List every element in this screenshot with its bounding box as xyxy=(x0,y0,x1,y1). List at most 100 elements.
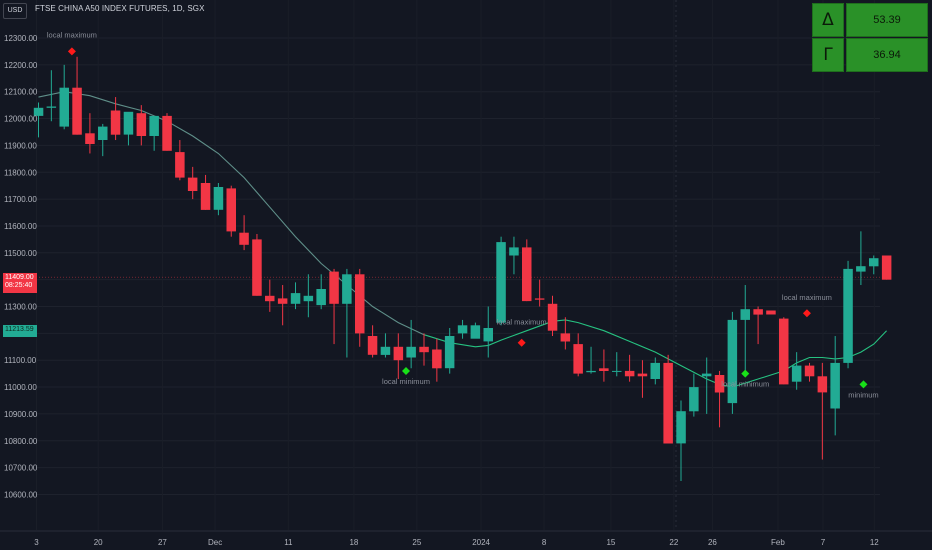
x-tick-label: 27 xyxy=(158,538,167,547)
local-maximum-marker xyxy=(802,309,811,318)
y-tick-label: 12200.00 xyxy=(4,61,38,70)
last-price-value: 11409.00 xyxy=(5,274,34,281)
candle-body xyxy=(187,177,198,191)
candle-body xyxy=(367,336,378,355)
x-tick-label: 25 xyxy=(412,538,421,547)
time-axis[interactable]: 3 20 27 Dec 11 18 25 2024 8 15 22 26 Feb 7 12 xyxy=(34,538,879,547)
x-tick-label: 18 xyxy=(349,538,358,547)
extrema-markers: local maximum local minimum local maximum l… xyxy=(47,30,879,399)
candle-body xyxy=(586,370,596,373)
grid-lines xyxy=(0,0,932,532)
price-axis[interactable]: 12300.00 12200.00 12100.00 12000.00 11900.00… xyxy=(4,34,38,499)
candle-body xyxy=(265,295,275,302)
candle-body xyxy=(252,239,262,296)
candle-body xyxy=(46,106,57,108)
candle-body xyxy=(329,271,339,304)
candle-body xyxy=(573,344,583,374)
candle-body xyxy=(637,373,648,377)
candle-body xyxy=(727,319,738,404)
candle-body xyxy=(547,303,558,331)
local-minimum-marker xyxy=(859,380,868,389)
candle-body xyxy=(701,373,712,377)
candle-body xyxy=(444,336,455,369)
marker-label: local minimum xyxy=(721,380,769,389)
candle-body xyxy=(59,87,69,127)
x-tick-label: Dec xyxy=(208,538,222,547)
candle-body xyxy=(612,370,622,372)
candle-body xyxy=(470,325,481,339)
delta-value: 53.39 xyxy=(846,3,928,37)
gamma-symbol: Γ xyxy=(812,38,844,72)
candle-body xyxy=(830,362,840,409)
y-tick-label: 11100.00 xyxy=(4,356,37,365)
candle-body xyxy=(522,247,532,302)
candle-body xyxy=(689,387,699,412)
local-maximum-marker xyxy=(517,338,526,347)
candle-body xyxy=(766,310,776,315)
last-price-tag: 11409.00 08:25:40 xyxy=(3,273,37,293)
candle-body xyxy=(881,255,892,280)
x-tick-label: 20 xyxy=(94,538,103,547)
x-tick-label: 15 xyxy=(606,538,615,547)
candle-body xyxy=(72,87,82,135)
candle-body xyxy=(791,365,802,382)
candle-body xyxy=(740,309,750,320)
x-tick-label: 8 xyxy=(542,538,547,547)
candles xyxy=(33,56,892,482)
candle-body xyxy=(843,268,853,363)
candle-body xyxy=(123,111,134,135)
candle-body xyxy=(316,289,326,306)
candle-body xyxy=(496,242,506,323)
candle-body xyxy=(162,115,172,151)
symbol-title: FTSE CHINA A50 INDEX FUTURES, 1D, SGX xyxy=(35,4,205,13)
y-tick-label: 11600.00 xyxy=(4,222,37,231)
candle-body xyxy=(239,232,249,245)
candle-body xyxy=(432,349,442,369)
candle-body xyxy=(406,346,416,358)
candle-body xyxy=(355,274,365,334)
candle-body xyxy=(560,333,571,342)
candle-body xyxy=(110,110,121,135)
candle-body xyxy=(175,152,185,178)
delta-symbol: Δ xyxy=(812,3,844,37)
y-tick-label: 10900.00 xyxy=(4,410,38,419)
local-minimum-marker xyxy=(402,366,411,375)
candle-body xyxy=(85,133,95,144)
candle-body xyxy=(753,309,763,315)
marker-label: local maximum xyxy=(47,30,97,39)
y-tick-label: 11000.00 xyxy=(4,383,37,392)
candle-body xyxy=(714,375,725,393)
candle-body xyxy=(663,362,673,444)
y-tick-label: 11300.00 xyxy=(4,303,37,312)
candle-body xyxy=(226,188,236,232)
candle-body xyxy=(200,183,211,210)
y-tick-label: 11900.00 xyxy=(4,141,37,150)
candle-body xyxy=(650,362,660,379)
x-tick-label: 26 xyxy=(708,538,717,547)
candle-body xyxy=(869,258,879,267)
candle-body xyxy=(380,346,391,355)
candle-body xyxy=(676,411,686,444)
candle-body xyxy=(419,346,429,353)
candle-body xyxy=(817,376,828,393)
gamma-value: 36.94 xyxy=(846,38,928,72)
currency-button[interactable]: USD xyxy=(3,3,27,19)
candle-body xyxy=(509,247,519,256)
y-tick-label: 12000.00 xyxy=(4,115,38,124)
marker-label: local maximum xyxy=(782,293,832,302)
y-tick-label: 12300.00 xyxy=(4,34,38,43)
candle-body xyxy=(534,298,545,300)
candle-body xyxy=(856,266,866,272)
x-tick-label: 11 xyxy=(284,538,293,547)
y-tick-label: 11500.00 xyxy=(4,249,37,258)
candle-body xyxy=(149,115,159,136)
x-tick-label: 22 xyxy=(669,538,678,547)
candle-body xyxy=(457,325,468,334)
candle-body xyxy=(342,274,352,304)
candle-body xyxy=(804,365,815,377)
y-tick-label: 10700.00 xyxy=(4,464,38,473)
marker-label: minimum xyxy=(848,390,878,399)
y-tick-label: 10800.00 xyxy=(4,437,38,446)
y-tick-label: 12100.00 xyxy=(4,88,38,97)
